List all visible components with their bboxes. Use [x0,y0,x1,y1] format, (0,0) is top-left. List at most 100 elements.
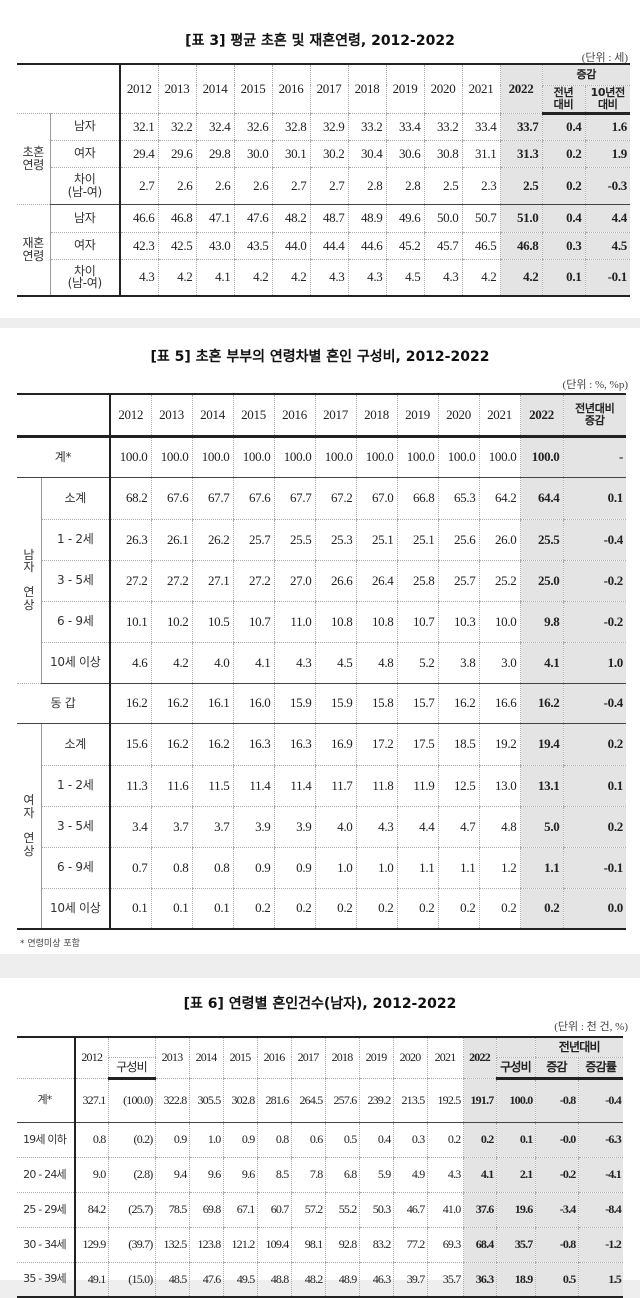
value-cell: 239.2 [358,1078,393,1123]
value-cell: 0.2 [541,140,585,168]
value-cell: 3.4 [109,806,151,848]
value-cell: 2.3 [461,167,500,205]
table-row: 30 - 34세 129.9 (39.7) 132.5 123.8 121.2 109.4 9… [17,1227,623,1263]
value-cell: 11.5 [191,765,233,807]
value-cell: 67.0 [355,477,397,520]
row-label: 남자 [49,204,120,233]
table-row: 계* 327.1 (100.0) 322.8 305.5 302.8 281.6 264.5 2… [17,1078,623,1123]
value-cell: 8.5 [256,1157,291,1193]
value-cell: 2.8 [385,167,424,205]
row-label: 남자 [49,113,120,141]
value-cell: 25.0 [519,560,563,602]
row-label: 20 - 24세 [17,1157,75,1193]
value-cell: 31.3 [499,140,542,168]
table6-title: [표 6] 연령별 혼인건수(남자), 2012-2022 [183,996,457,1012]
value-cell: 67.1 [222,1192,257,1228]
header-year: 2020 [392,1037,427,1079]
value-cell: 0.8 [191,847,233,889]
value-cell: 4.1 [195,259,234,297]
value-cell: -8.4 [577,1192,623,1228]
value-cell: -0.0 [534,1122,578,1158]
header-blank [107,1037,155,1058]
value-cell: 44.4 [309,232,348,260]
value-cell: 46.7 [392,1192,427,1228]
header-yoy: 전년대비 [534,1037,623,1058]
value-cell: 16.6 [478,683,520,724]
value-cell: 16.2 [150,683,192,724]
value-cell: 0.2 [562,723,626,766]
value-cell: 15.8 [355,683,397,724]
value-cell: 25.7 [437,560,479,602]
header-year: 2014 [188,1037,223,1079]
value-cell: 2.8 [347,167,386,205]
value-cell: -0.4 [562,519,626,561]
table-row: 여 자 연 상 소계 15.6 16.2 16.2 16.3 16.3 16.9 17.2 17.… [17,723,626,930]
table-row: 3 - 5세 27.2 27.2 27.1 27.2 27.0 26.6 26.4 25.8 25… [17,560,626,602]
table-row: 19세 이하 0.8 (0.2) 0.9 1.0 0.9 0.8 0.6 0.5 0.4 0.3 0.… [17,1122,623,1158]
value-cell: 29.4 [119,140,158,168]
table-row: 전년 대비 10년전 대비 [17,85,631,115]
value-cell: 0.5 [324,1122,359,1158]
value-cell: 123.8 [188,1227,223,1263]
value-cell: 0.1 [562,765,626,807]
value-cell: 25.6 [437,519,479,561]
value-cell: 9.6 [188,1157,223,1193]
value-cell: 0.2 [355,888,397,930]
value-cell: 1.1 [437,847,479,889]
value-cell: 25.7 [232,519,274,561]
value-cell: 43.0 [195,232,234,260]
value-cell: 32.2 [157,113,196,141]
value-cell: 2.7 [309,167,348,205]
value-cell: 30.0 [233,140,272,168]
value-cell: 19.4 [519,723,563,766]
value-cell: 4.3 [309,259,348,297]
value-cell: 16.0 [232,683,274,724]
value-cell: 16.2 [437,683,479,724]
value-cell: 9.6 [222,1157,257,1193]
value-cell: 100.0 [495,1078,535,1123]
value-cell: 0.1 [562,477,626,520]
value-cell: -0.8 [534,1227,578,1263]
value-cell: 15.6 [109,723,151,766]
row-label: 소계 [40,723,110,766]
value-cell: 77.2 [392,1227,427,1263]
value-cell: 64.2 [478,477,520,520]
value-cell: 25.1 [396,519,438,561]
row-label: 계* [17,1078,75,1123]
value-cell: -0.1 [584,259,631,297]
value-cell: 302.8 [222,1078,257,1123]
value-cell: 2.7 [119,167,158,205]
header-yoy-rate: 증감률 [577,1057,623,1080]
value-cell: 27.1 [191,560,233,602]
header-year: 2018 [355,394,397,438]
value-cell: -0.1 [562,847,626,889]
value-cell: 30.1 [271,140,310,168]
row-label: 차이 (남-여) [49,259,120,297]
value-cell: 0.3 [541,232,585,260]
value-cell: 2.6 [157,167,196,205]
header-share: 구성비 [107,1057,155,1080]
value-cell: 43.5 [233,232,272,260]
value-cell: 0.8 [74,1122,108,1158]
value-cell: 4.3 [423,259,462,297]
value-cell: 50.0 [423,204,462,233]
value-cell: 67.2 [314,477,356,520]
value-cell: 0.2 [426,1122,463,1158]
value-cell: 10.8 [314,601,356,643]
table6-unit: (단위 : 천 건, %) [554,1021,628,1033]
value-cell: 16.3 [232,723,274,766]
table-row: 2012 2013 2014 2015 2016 2017 2018 2019 2020 2021… [17,1037,623,1079]
value-cell: 30.4 [347,140,386,168]
value-cell: 2.5 [423,167,462,205]
value-cell: 26.0 [478,519,520,561]
value-cell: 11.4 [232,765,274,807]
table-row: 차이 (남-여) 4.3 4.2 4.1 4.2 4.2 4.3 4.3 4.5 4.3 4.2 4.… [17,259,631,297]
value-cell: 25.5 [519,519,563,561]
value-cell: 4.3 [273,642,315,684]
value-cell: 0.2 [462,1122,496,1158]
table-row: 6 - 9세 0.7 0.8 0.8 0.9 0.9 1.0 1.0 1.1 1.1 1.2 1.1-… [17,847,626,889]
value-cell: 0.2 [437,888,479,930]
value-cell: 1.9 [584,140,631,168]
value-cell: 26.2 [191,519,233,561]
value-cell: 305.5 [188,1078,223,1123]
